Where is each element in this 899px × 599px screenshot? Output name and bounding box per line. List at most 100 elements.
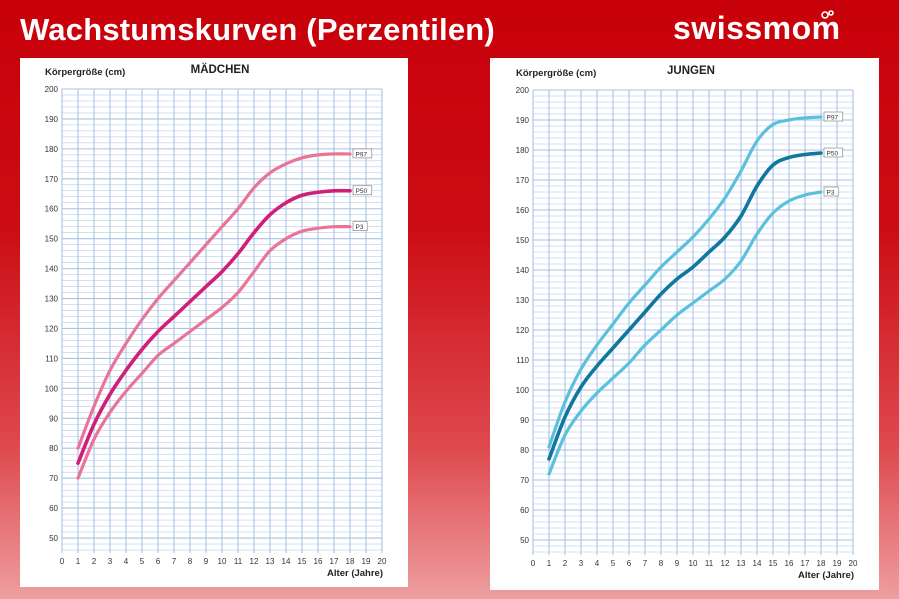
x-tick-label: 4 xyxy=(595,559,600,568)
y-tick-label: 190 xyxy=(45,115,59,124)
x-tick-label: 7 xyxy=(172,557,177,566)
x-tick-label: 19 xyxy=(833,559,842,568)
series-line-p50 xyxy=(547,151,823,461)
y-tick-labels: 50 60 70 80 90 100 110 120 130 140 150 160 170 180 190… xyxy=(516,86,530,545)
y-tick-label: 170 xyxy=(516,176,530,185)
y-tick-label: 130 xyxy=(45,295,59,304)
y-tick-label: 60 xyxy=(49,504,58,513)
x-tick-label: 15 xyxy=(769,559,778,568)
major-grid xyxy=(61,88,383,553)
x-tick-label: 0 xyxy=(60,557,65,566)
x-tick-label: 5 xyxy=(140,557,145,566)
x-tick-label: 1 xyxy=(76,557,81,566)
x-tick-labels: 0 1 2 3 4 5 6 7 8 9 10 11 12 13 14 15 16 17 18 19 20 xyxy=(60,557,387,566)
y-tick-label: 140 xyxy=(45,265,59,274)
logo-wordmark: swissmom xyxy=(673,10,841,46)
series-label-p97: P97 xyxy=(823,111,844,122)
x-tick-label: 9 xyxy=(204,557,209,566)
x-tick-label: 13 xyxy=(737,559,746,568)
x-tick-label: 3 xyxy=(108,557,113,566)
y-tick-label: 100 xyxy=(45,384,59,393)
y-tick-label: 130 xyxy=(516,296,530,305)
series-label-box xyxy=(823,111,844,122)
x-tick-label: 18 xyxy=(346,557,355,566)
x-tick-label: 12 xyxy=(721,559,730,568)
x-tick-label: 11 xyxy=(234,557,243,566)
series-line-p3 xyxy=(76,224,352,480)
y-tick-label: 90 xyxy=(49,414,58,423)
series-label-text: P50 xyxy=(827,150,839,157)
x-tick-label: 5 xyxy=(611,559,616,568)
x-tick-label: 11 xyxy=(705,559,714,568)
x-tick-label: 0 xyxy=(531,559,536,568)
x-tick-label: 17 xyxy=(330,557,339,566)
y-tick-label: 50 xyxy=(520,536,529,545)
y-tick-label: 200 xyxy=(516,86,530,95)
series-label-box xyxy=(352,221,368,232)
series-line-p97 xyxy=(547,115,823,449)
x-tick-label: 6 xyxy=(627,559,632,568)
x-tick-label: 7 xyxy=(643,559,648,568)
y-tick-label: 180 xyxy=(516,146,530,155)
series-label-box xyxy=(823,147,844,158)
series-label-p97: P97 xyxy=(352,148,373,159)
x-tick-label: 2 xyxy=(563,559,568,568)
x-tick-label: 16 xyxy=(785,559,794,568)
y-tick-label: 150 xyxy=(45,235,59,244)
x-tick-label: 12 xyxy=(250,557,259,566)
y-tick-label: 160 xyxy=(45,205,59,214)
chart-title: JUNGEN xyxy=(667,65,715,77)
y-tick-label: 170 xyxy=(45,175,59,184)
x-axis-label: Alter (Jahre) xyxy=(798,570,854,581)
y-tick-label: 50 xyxy=(49,534,58,543)
series-label-p3: P3 xyxy=(823,186,839,196)
major-grid xyxy=(532,89,854,555)
series-line-p3 xyxy=(547,190,823,476)
x-tick-label: 6 xyxy=(156,557,161,566)
y-axis-label: Körpergröße (cm) xyxy=(45,67,125,78)
y-tick-labels: 50 60 70 80 90 100 110 120 130 140 150 160 170 180 190… xyxy=(45,85,59,543)
x-tick-label: 9 xyxy=(675,559,680,568)
swissmom-logo[interactable]: swissmom xyxy=(673,9,881,49)
x-tick-label: 2 xyxy=(92,557,97,566)
y-axis-label: Körpergröße (cm) xyxy=(516,68,596,79)
series-label-text: P50 xyxy=(356,188,368,195)
y-tick-label: 100 xyxy=(516,386,530,395)
x-tick-label: 8 xyxy=(659,559,664,568)
y-tick-label: 80 xyxy=(49,444,58,453)
x-tick-label: 14 xyxy=(753,559,762,568)
y-tick-label: 70 xyxy=(520,476,529,485)
x-tick-label: 17 xyxy=(801,559,810,568)
y-tick-label: 110 xyxy=(516,356,529,365)
y-tick-label: 120 xyxy=(45,324,59,333)
y-tick-label: 140 xyxy=(516,266,530,275)
y-tick-label: 60 xyxy=(520,506,529,515)
series-label-text: P3 xyxy=(827,189,835,196)
y-tick-label: 110 xyxy=(45,354,58,363)
y-tick-label: 180 xyxy=(45,145,59,154)
page-title: Wachstumskurven (Perzentilen) xyxy=(20,12,495,47)
series-label-box xyxy=(352,148,373,159)
x-tick-label: 10 xyxy=(218,557,227,566)
x-tick-label: 1 xyxy=(547,559,552,568)
chart-jungen: 5060708090100110120130140150160170180190… xyxy=(516,65,858,581)
x-tick-label: 13 xyxy=(266,557,275,566)
series-label-p50: P50 xyxy=(352,185,373,195)
y-tick-label: 90 xyxy=(520,416,529,425)
x-tick-label: 20 xyxy=(849,559,858,568)
y-tick-label: 160 xyxy=(516,206,530,215)
chart-maedchen: 5060708090100110120130140150160170180190… xyxy=(45,63,387,579)
series-line-p50 xyxy=(76,188,352,465)
y-tick-label: 70 xyxy=(49,474,58,483)
x-tick-label: 20 xyxy=(378,557,387,566)
x-tick-label: 18 xyxy=(817,559,826,568)
x-tick-labels: 0 1 2 3 4 5 6 7 8 9 10 11 12 13 14 15 16 17 18 19 20 xyxy=(531,559,858,568)
series-label-p50: P50 xyxy=(823,147,844,158)
y-tick-label: 190 xyxy=(516,116,530,125)
x-tick-label: 10 xyxy=(689,559,698,568)
x-tick-label: 3 xyxy=(579,559,584,568)
series-line-p97 xyxy=(76,152,352,450)
series-label-text: P97 xyxy=(827,114,839,121)
series-label-text: P3 xyxy=(356,224,364,231)
x-tick-label: 15 xyxy=(298,557,307,566)
